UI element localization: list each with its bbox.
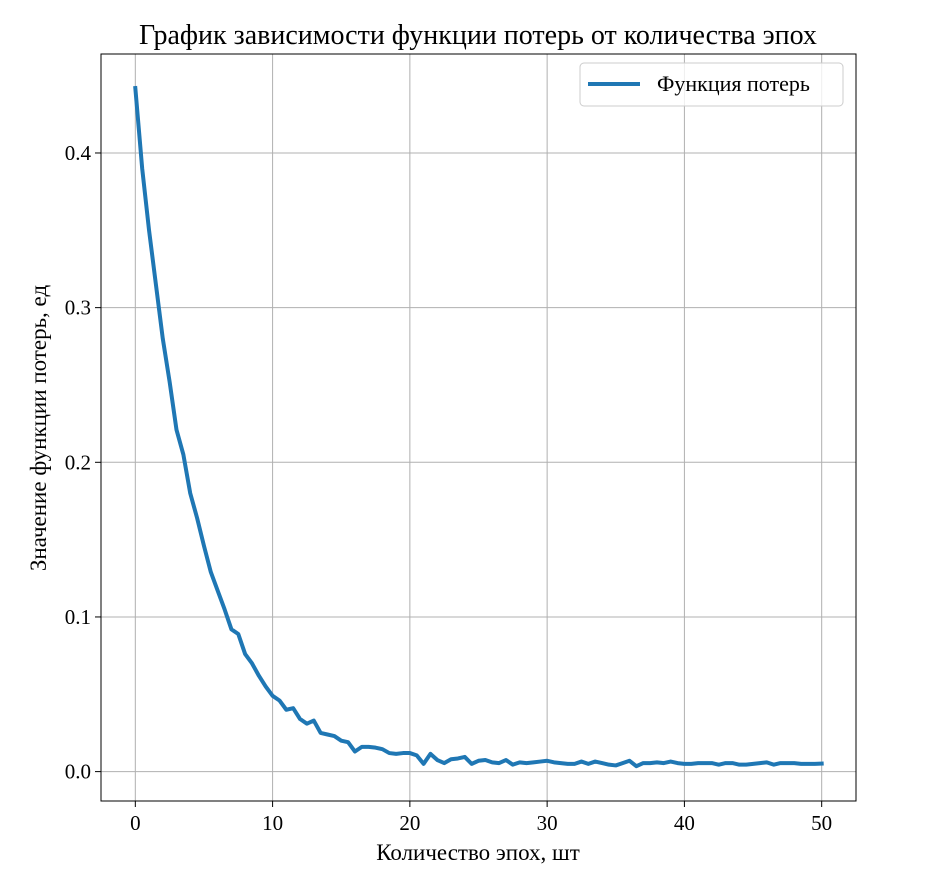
y-tick-label: 0.0 (65, 760, 91, 784)
x-tick-label: 50 (811, 811, 832, 835)
y-axis-label: Значение функции потерь, ед (26, 285, 51, 572)
legend-label-loss: Функция потерь (657, 71, 810, 96)
plot-area-frame (100, 53, 857, 802)
y-tick-label: 0.2 (65, 450, 91, 474)
chart-title: График зависимости функции потерь от кол… (139, 20, 817, 51)
x-tick-label: 20 (399, 811, 420, 835)
series-line-loss (133, 85, 824, 769)
x-tick-label: 0 (130, 811, 141, 835)
y-tick-label: 0.3 (65, 296, 91, 320)
x-tick-label: 10 (262, 811, 283, 835)
x-tick-label: 30 (537, 811, 558, 835)
legend-frame (579, 62, 844, 107)
x-tick-label: 40 (674, 811, 695, 835)
series-layer (133, 85, 824, 769)
legend: Функция потерь (579, 62, 844, 107)
axis-ticks: 0 10 20 30 40 50 0.0 0.1 0.2 0.3 0.4 (65, 141, 832, 835)
x-axis-label: Количество эпох, шт (376, 840, 580, 865)
y-tick-label: 0.1 (65, 605, 91, 629)
y-tick-label: 0.4 (65, 141, 92, 165)
